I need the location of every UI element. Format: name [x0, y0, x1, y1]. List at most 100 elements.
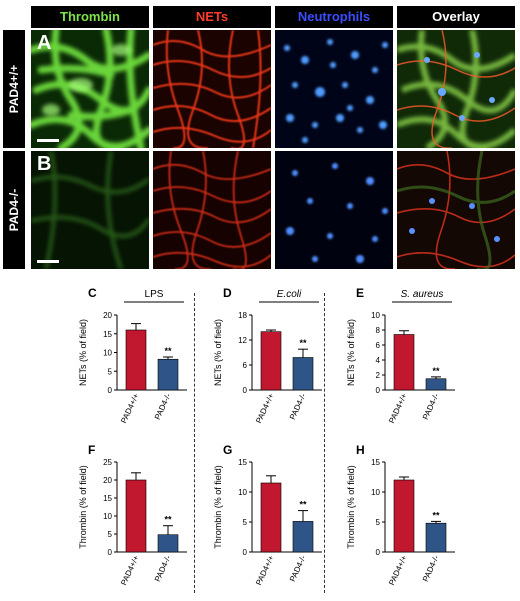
x-tick-label: PAD4-/- [153, 554, 173, 583]
x-tick-label: PAD4-/- [421, 554, 441, 583]
micro-svg [31, 30, 149, 148]
y-tick-label: 8 [376, 326, 381, 335]
bar [292, 521, 314, 553]
y-tick-label: 10 [103, 349, 112, 358]
significance-marker: ** [432, 510, 440, 520]
y-tick-label: 10 [371, 311, 380, 320]
micro-svg [275, 151, 393, 269]
y-tick-label: 0 [108, 386, 113, 395]
y-tick-label: 0 [376, 548, 381, 557]
row-label-ko: PAD4-/- [3, 151, 25, 269]
image-wt-neutrophils [275, 30, 393, 148]
microscopy-figure: Thrombin NETs Neutrophils Overlay PAD4+/… [0, 0, 520, 275]
panel-letter: F [88, 443, 95, 457]
image-ko-thrombin: B [31, 151, 149, 269]
y-tick-label: 10 [238, 488, 247, 497]
micro-svg [153, 151, 271, 269]
panel-letter-b: B [37, 153, 52, 175]
image-wt-overlay [397, 30, 515, 148]
chart-d: D E.coli 0 6 12 18 NETs (% of field) PAD4+/+ ** P… [213, 286, 322, 425]
y-tick-label: 5 [243, 518, 248, 527]
significance-marker: ** [432, 366, 440, 376]
y-tick-label: 5 [376, 518, 381, 527]
y-tick-label: 6 [243, 361, 248, 370]
panel-letter: C [88, 286, 97, 300]
panel-letter: H [356, 443, 365, 457]
x-tick-label: PAD4+/+ [119, 554, 141, 587]
x-tick-label: PAD4-/- [153, 392, 173, 421]
significance-marker: ** [299, 500, 307, 510]
y-axis-label: Thrombin (% of field) [346, 465, 356, 549]
micro-svg [31, 151, 149, 269]
micro-svg [397, 30, 515, 148]
y-tick-label: 2 [376, 371, 381, 380]
y-tick-label: 0 [243, 386, 248, 395]
chart-c: C LPS 0 5 10 15 20 NETs (% of field) PAD4+/+ ** PA… [78, 286, 187, 425]
y-tick-label: 15 [371, 458, 380, 467]
image-ko-neutrophils [275, 151, 393, 269]
y-axis-label: NETs (% of field) [346, 319, 356, 386]
chart-title: LPS [145, 289, 164, 300]
x-tick-label: PAD4+/+ [254, 392, 276, 425]
bar [393, 479, 415, 553]
bar-charts: C LPS 0 5 10 15 20 NETs (% of field) PAD4+/+ ** PA… [0, 275, 520, 601]
image-wt-nets [153, 30, 271, 148]
y-tick-label: 10 [371, 488, 380, 497]
chart-f: F 0 5 10 15 20 25 Thrombin (% of field) PAD4+/+ *… [78, 443, 187, 587]
chart-h: H 0 5 10 15 Thrombin (% of field) PAD4+/+ ** PAD… [346, 443, 455, 587]
y-axis-label: NETs (% of field) [78, 319, 88, 386]
y-tick-label: 0 [376, 386, 381, 395]
x-tick-label: PAD4+/+ [387, 392, 409, 425]
chart-e: E S. aureus 0 2 4 6 8 10 NETs (% of field) PAD4+/… [346, 286, 455, 425]
micro-svg [397, 151, 515, 269]
row-label-wt-text: PAD4+/+ [7, 64, 21, 114]
y-axis-label: Thrombin (% of field) [213, 465, 223, 549]
column-header-overlay: Overlay [397, 6, 515, 28]
row-label-ko-text: PAD4-/- [7, 188, 21, 232]
column-header-nets: NETs [153, 6, 271, 28]
y-tick-label: 4 [376, 356, 381, 365]
y-tick-label: 15 [103, 330, 112, 339]
image-ko-nets [153, 151, 271, 269]
y-tick-label: 20 [103, 476, 112, 485]
micro-svg [153, 30, 271, 148]
y-tick-label: 15 [238, 458, 247, 467]
bar [260, 482, 282, 553]
image-wt-thrombin: A [31, 30, 149, 148]
chart-title: E.coli [277, 289, 302, 300]
bar [425, 522, 447, 553]
y-tick-label: 25 [103, 458, 112, 467]
scale-bar [37, 260, 59, 263]
y-tick-label: 15 [103, 494, 112, 503]
y-tick-label: 18 [238, 311, 247, 320]
y-axis-label: Thrombin (% of field) [78, 465, 88, 549]
y-tick-label: 6 [376, 341, 381, 350]
significance-marker: ** [299, 338, 307, 348]
image-ko-overlay [397, 151, 515, 269]
bar [292, 357, 314, 391]
x-tick-label: PAD4+/+ [119, 392, 141, 425]
y-tick-label: 20 [103, 311, 112, 320]
x-tick-label: PAD4+/+ [387, 554, 409, 587]
significance-marker: ** [164, 346, 172, 356]
y-tick-label: 0 [243, 548, 248, 557]
x-tick-label: PAD4-/- [288, 554, 308, 583]
significance-marker: ** [164, 515, 172, 525]
x-tick-label: PAD4-/- [288, 392, 308, 421]
panel-letter: D [223, 286, 232, 300]
section-divider [194, 293, 195, 593]
micro-svg [275, 30, 393, 148]
y-tick-label: 12 [238, 336, 247, 345]
row-label-wt: PAD4+/+ [3, 30, 25, 148]
bar [393, 334, 415, 391]
bar [157, 534, 179, 553]
x-tick-label: PAD4-/- [421, 392, 441, 421]
y-tick-label: 5 [108, 367, 113, 376]
panel-letter-a: A [37, 32, 52, 54]
y-axis-label: NETs (% of field) [213, 319, 223, 386]
column-header-neutrophils: Neutrophils [275, 6, 393, 28]
y-tick-label: 5 [108, 530, 113, 539]
chart-title: S. aureus [401, 289, 444, 300]
bar [425, 378, 447, 391]
section-divider [324, 293, 325, 593]
